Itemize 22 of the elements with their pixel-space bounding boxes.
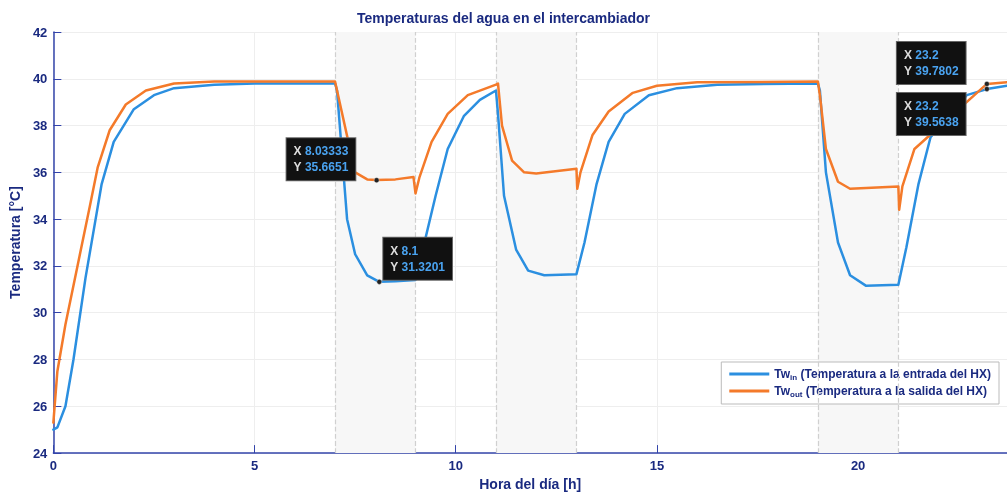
- y-tick-label: 28: [32, 352, 48, 368]
- y-tick-label: 26: [32, 398, 48, 414]
- y-tick-label: 24: [32, 445, 49, 461]
- x-tick-label: 15: [649, 458, 665, 474]
- y-tick-label: 36: [32, 164, 48, 180]
- annotation: X 8.1 Y 31.3201: [390, 243, 446, 274]
- y-tick-label: 42: [32, 24, 48, 40]
- x-axis-title: Hora del día [h]: [479, 476, 582, 492]
- x-tick-label: 20: [850, 458, 866, 474]
- y-tick-label: 30: [32, 305, 48, 321]
- y-tick-label: 40: [32, 71, 48, 87]
- annotation: X 23.2 Y 39.7802: [903, 47, 959, 78]
- chart-title: Temperaturas del agua en el intercambiador: [356, 10, 651, 26]
- y-tick-label: 34: [32, 211, 49, 227]
- annotation: X 23.2 Y 39.5638: [903, 98, 959, 129]
- x-tick-label: 5: [250, 458, 259, 474]
- annotation: X 8.03333 Y 35.6651: [293, 144, 349, 175]
- y-tick-label: 38: [32, 118, 48, 134]
- x-tick-label: 10: [448, 458, 463, 474]
- y-axis-title: Temperatura [°C]: [7, 186, 23, 299]
- y-tick-label: 32: [32, 258, 48, 274]
- x-tick-label: 0: [49, 458, 57, 474]
